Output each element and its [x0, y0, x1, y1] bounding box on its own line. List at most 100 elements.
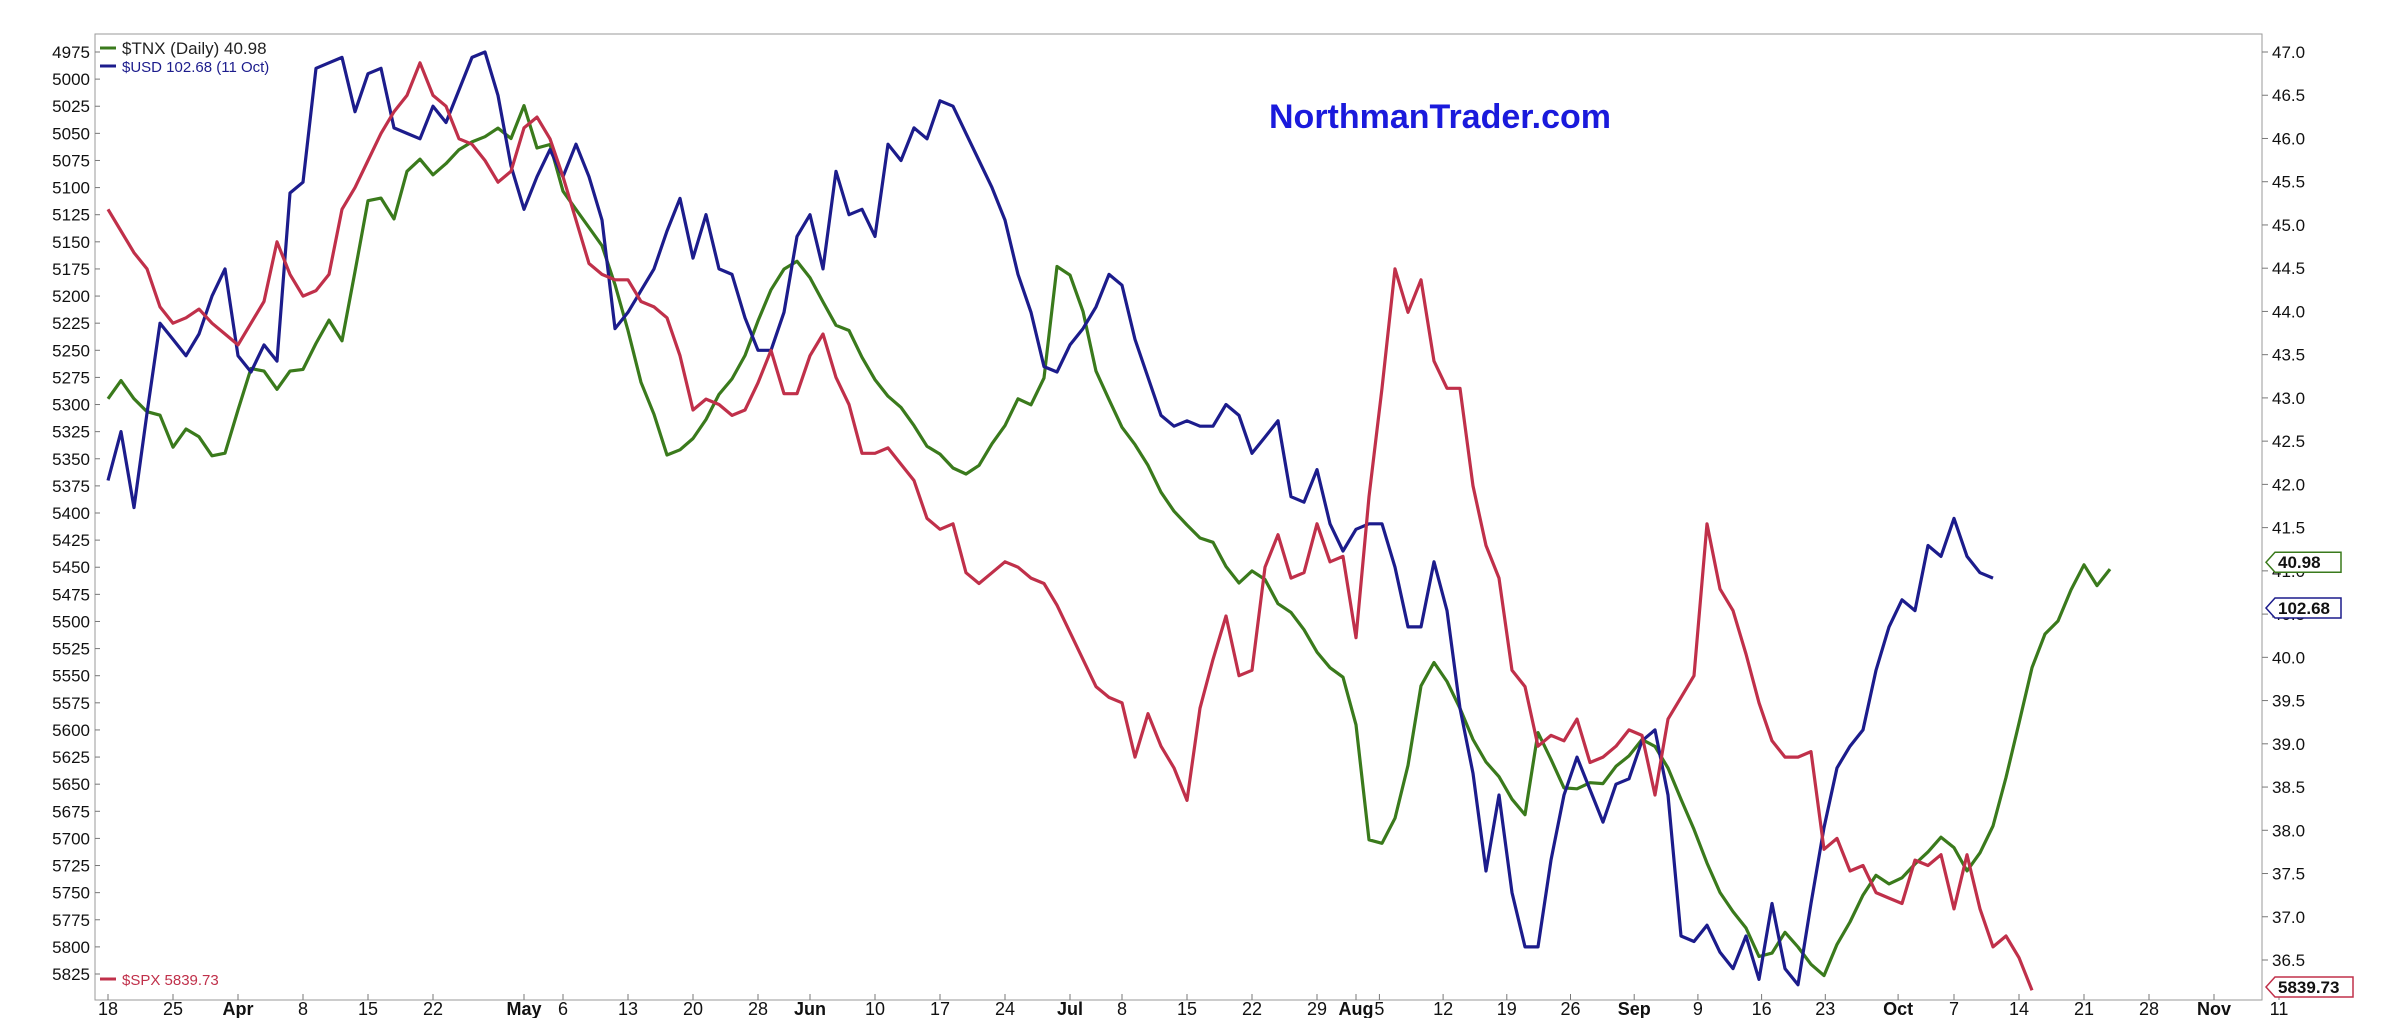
left-tick-label: 4975	[52, 43, 90, 62]
x-tick-label: 7	[1949, 999, 1959, 1018]
left-tick-label: 5800	[52, 938, 90, 957]
left-tick-label: 5575	[52, 694, 90, 713]
x-tick-label: Aug	[1339, 999, 1374, 1018]
last-value-box	[2264, 551, 2342, 573]
left-tick-label: 5275	[52, 368, 90, 387]
right-tick-label: 45.0	[2272, 216, 2305, 235]
left-tick-label: 5675	[52, 802, 90, 821]
left-tick-label: 5725	[52, 857, 90, 876]
left-tick-label: 5400	[52, 504, 90, 523]
right-tick-label: 41.5	[2272, 519, 2305, 538]
left-tick-label: 5650	[52, 775, 90, 794]
x-tick-label: Nov	[2197, 999, 2231, 1018]
right-tick-label: 39.0	[2272, 735, 2305, 754]
last-value-usd: 102.68	[2264, 597, 2342, 619]
left-tick-label: 5050	[52, 124, 90, 143]
right-tick-label: 42.0	[2272, 475, 2305, 494]
x-tick-label: 8	[298, 999, 308, 1018]
x-tick-label: 29	[1307, 999, 1327, 1018]
x-tick-label: 15	[358, 999, 378, 1018]
x-tick-label: 26	[1560, 999, 1580, 1018]
left-tick-label: 5350	[52, 450, 90, 469]
x-tick-label: May	[506, 999, 541, 1018]
x-tick-label: Jul	[1057, 999, 1083, 1018]
right-tick-label: 43.0	[2272, 389, 2305, 408]
x-tick-label: 5	[1374, 999, 1384, 1018]
series-line-tnx	[106, 103, 2112, 978]
left-tick-label: 5225	[52, 314, 90, 333]
x-tick-label: 15	[1177, 999, 1197, 1018]
right-tick-label: 37.5	[2272, 865, 2305, 884]
x-tick-label: 10	[865, 999, 885, 1018]
left-tick-label: 5600	[52, 721, 90, 740]
last-value-tnx: 40.98	[2264, 551, 2342, 573]
left-tick-label: 5100	[52, 179, 90, 198]
right-tick-label: 38.5	[2272, 778, 2305, 797]
legend: $TNX (Daily) 40.98 $USD 102.68 (11 Oct) …	[100, 39, 269, 989]
x-tick-label: 25	[163, 999, 183, 1018]
x-tick-label: 18	[98, 999, 118, 1018]
right-tick-label: 43.5	[2272, 346, 2305, 365]
x-tick-label: 20	[683, 999, 703, 1018]
left-tick-label: 5625	[52, 748, 90, 767]
right-tick-label: 38.0	[2272, 821, 2305, 840]
left-tick-label: 5200	[52, 287, 90, 306]
right-tick-label: 44.0	[2272, 302, 2305, 321]
x-tick-label: Apr	[223, 999, 254, 1018]
left-tick-label: 5250	[52, 341, 90, 360]
x-tick-label: 19	[1497, 999, 1517, 1018]
right-tick-label: 44.5	[2272, 259, 2305, 278]
x-tick-label: 22	[1242, 999, 1262, 1018]
last-value-spx: 5839.73	[2264, 976, 2354, 998]
right-tick-label: 45.5	[2272, 173, 2305, 192]
left-tick-label: 5750	[52, 884, 90, 903]
x-tick-label: 21	[2074, 999, 2094, 1018]
left-tick-label: 5425	[52, 531, 90, 550]
left-tick-label: 5375	[52, 477, 90, 496]
series-line-spx	[106, 61, 2034, 991]
left-tick-label: 5075	[52, 151, 90, 170]
x-tick-label: 23	[1815, 999, 1835, 1018]
right-tick-label: 37.0	[2272, 908, 2305, 927]
left-tick-label: 5025	[52, 97, 90, 116]
right-axis: 47.0 46.5 46.0 45.5 45.0 44.5 44.0 43.5 43.0 42.5…	[2262, 43, 2305, 970]
right-tick-label: 46.5	[2272, 86, 2305, 105]
x-tick-label: Oct	[1883, 999, 1913, 1018]
series-line-usd	[106, 50, 1994, 987]
last-value-text: 40.98	[2278, 553, 2321, 572]
left-tick-label: 5150	[52, 233, 90, 252]
left-tick-label: 5500	[52, 612, 90, 631]
left-tick-label: 5325	[52, 423, 90, 442]
x-tick-label: 22	[423, 999, 443, 1018]
x-tick-label: 6	[558, 999, 568, 1018]
x-tick-label: 13	[618, 999, 638, 1018]
legend-spx-label: $SPX 5839.73	[122, 972, 219, 989]
right-tick-label: 39.5	[2272, 692, 2305, 711]
x-tick-label: 17	[930, 999, 950, 1018]
x-tick-label: Jun	[794, 999, 826, 1018]
x-tick-label: 24	[995, 999, 1015, 1018]
right-tick-label: 36.5	[2272, 951, 2305, 970]
right-tick-label: 42.5	[2272, 432, 2305, 451]
left-tick-label: 5175	[52, 260, 90, 279]
x-tick-label: 9	[1693, 999, 1703, 1018]
x-tick-label: 11	[2270, 999, 2289, 1018]
right-tick-label: 47.0	[2272, 43, 2305, 62]
left-tick-label: 5300	[52, 396, 90, 415]
right-tick-label: 40.0	[2272, 648, 2305, 667]
last-value-labels: 40.98 102.68 5839.73	[2264, 551, 2354, 998]
x-tick-label: 28	[748, 999, 768, 1018]
left-tick-label: 5450	[52, 558, 90, 577]
legend-usd-label: $USD 102.68 (11 Oct)	[122, 59, 269, 76]
x-tick-label: 28	[2139, 999, 2159, 1018]
left-tick-label: 5000	[52, 70, 90, 89]
series-layer	[106, 50, 2112, 991]
last-value-text: 102.68	[2278, 599, 2330, 618]
left-tick-label: 5825	[52, 965, 90, 984]
right-tick-label: 46.0	[2272, 129, 2305, 148]
last-value-box	[2264, 597, 2342, 619]
left-tick-label: 5125	[52, 206, 90, 225]
left-tick-label: 5775	[52, 911, 90, 930]
left-tick-label: 5525	[52, 640, 90, 659]
